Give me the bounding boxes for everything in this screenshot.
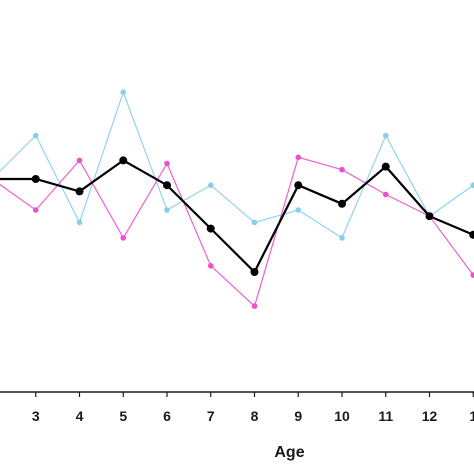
- series-3-point: [469, 230, 474, 239]
- series-1-point: [251, 219, 258, 226]
- series-2-point: [382, 191, 389, 198]
- series-3-point: [381, 162, 390, 171]
- x-tick-label: 7: [207, 408, 215, 424]
- series-2: [0, 154, 474, 309]
- x-tick-label: 8: [251, 408, 259, 424]
- series-1-line: [0, 90, 474, 239]
- x-tick-label: 4: [76, 408, 84, 424]
- series-1: [0, 89, 474, 241]
- x-tick-label: 3: [32, 408, 40, 424]
- series-1-point: [382, 132, 389, 139]
- series-1-point: [470, 182, 474, 188]
- series-1-point: [164, 207, 170, 213]
- series-2-point: [251, 303, 258, 309]
- series-2-point: [120, 235, 127, 241]
- x-tick-label: 11: [378, 408, 393, 424]
- series-3-point: [425, 212, 434, 221]
- series-1-point: [120, 89, 127, 95]
- series-3-point: [206, 224, 215, 233]
- series-2-line: [0, 156, 474, 308]
- series-3-point: [119, 156, 128, 165]
- x-ticks: 3 4 5 6 7 8 9 10 11 12 1: [32, 392, 474, 424]
- series-2-point: [470, 272, 474, 278]
- series-2-point: [295, 154, 302, 161]
- x-tick-label: 9: [294, 408, 302, 424]
- series-layer: [0, 89, 474, 309]
- series-3-point: [31, 175, 40, 183]
- series-3-point: [75, 187, 84, 196]
- x-tick-label: 10: [334, 408, 350, 424]
- x-tick-label: 12: [422, 408, 438, 424]
- series-1-point: [32, 132, 39, 139]
- x-tick-label: 1: [469, 408, 474, 424]
- series-2-point: [339, 166, 345, 173]
- series-1-point: [207, 182, 214, 188]
- series-3-point: [338, 199, 346, 208]
- series-3-point: [163, 181, 171, 190]
- series-3-line: [0, 159, 474, 274]
- series-1-point: [76, 219, 83, 226]
- series-1-point: [295, 207, 302, 213]
- x-tick-label: 5: [119, 408, 127, 424]
- series-2-point: [207, 263, 214, 269]
- series-3-point: [250, 268, 259, 276]
- x-axis-title: Age: [274, 444, 304, 461]
- series-2-point: [32, 207, 39, 213]
- x-tick-label: 6: [163, 408, 171, 424]
- series-3: [0, 156, 474, 276]
- series-1-point: [339, 235, 345, 241]
- series-3-point: [294, 181, 303, 190]
- series-2-point: [76, 157, 83, 164]
- series-2-point: [164, 160, 170, 167]
